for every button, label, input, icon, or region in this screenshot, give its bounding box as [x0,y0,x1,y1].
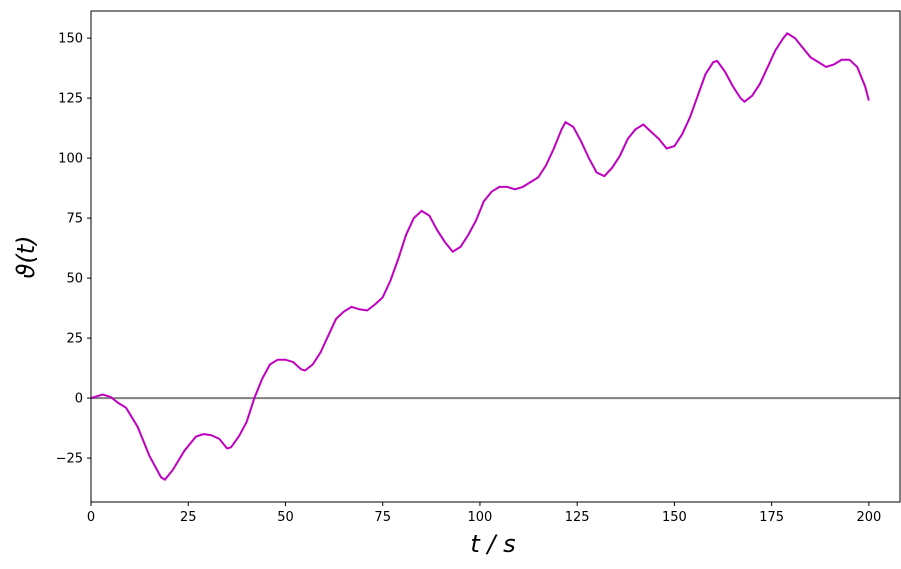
y-tick-label: 125 [58,92,83,107]
y-tick-label: 75 [66,212,83,227]
x-tick-label: 75 [374,510,391,525]
x-tick-label: 125 [565,510,590,525]
x-tick-label: 50 [277,510,294,525]
plot-frame [90,10,901,503]
y-tick-label: 25 [66,332,83,347]
data-line [90,32,870,481]
x-tick-label: 200 [856,510,881,525]
y-tick-label: 100 [58,152,83,167]
y-tick-label: 50 [66,272,83,287]
y-tick-label: 0 [75,392,83,407]
y-axis-label: ϑ(t) [12,236,40,279]
x-tick-label: 100 [468,510,493,525]
x-axis-label: t / s [470,530,515,558]
x-tick-label: 175 [759,510,784,525]
y-tick-label: 150 [58,32,83,47]
x-tick-label: 25 [180,510,197,525]
x-tick-label: 0 [87,510,95,525]
y-tick-label: −25 [56,452,83,467]
x-tick-label: 150 [662,510,687,525]
